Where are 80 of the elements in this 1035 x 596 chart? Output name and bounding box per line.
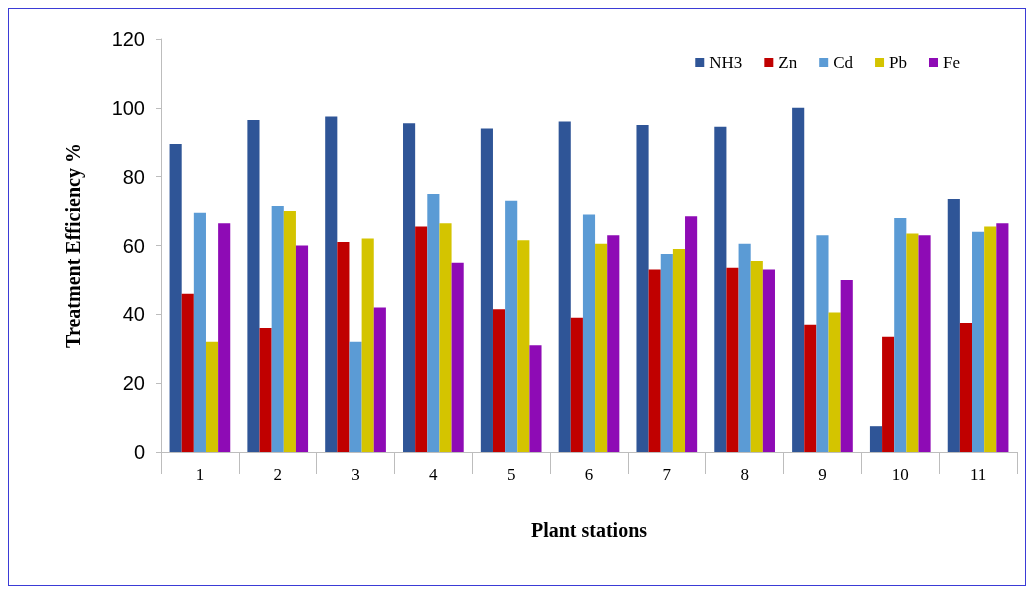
bar	[750, 260, 763, 452]
bar	[558, 121, 571, 452]
x-tick-label: 3	[351, 465, 360, 484]
y-tick-label: 120	[111, 28, 145, 50]
bar	[607, 235, 620, 452]
x-tick-label: 6	[584, 465, 594, 484]
y-tick-label: 20	[122, 372, 145, 395]
bar	[882, 336, 895, 452]
bar	[869, 426, 883, 452]
legend-label: Cd	[833, 53, 854, 72]
bar	[295, 245, 309, 452]
x-axis-title: Plant stations	[530, 519, 648, 541]
x-tick-label: 1	[195, 465, 205, 484]
bar	[660, 254, 673, 452]
bar	[373, 307, 386, 452]
bar	[792, 107, 805, 452]
bar	[529, 345, 542, 452]
bar	[984, 226, 997, 452]
bar	[169, 143, 182, 452]
y-tick-label: 0	[133, 441, 145, 463]
bar	[816, 235, 829, 452]
bar	[218, 223, 231, 452]
bar	[918, 235, 931, 452]
y-tick-label: 40	[122, 303, 145, 326]
bar	[996, 223, 1009, 452]
x-tick-label: 8	[740, 465, 749, 484]
y-tick-label: 100	[111, 96, 145, 119]
bar	[403, 123, 416, 452]
bar	[582, 214, 596, 452]
bar	[259, 328, 272, 452]
bar	[726, 267, 739, 452]
bar	[271, 205, 284, 452]
bar	[804, 324, 817, 452]
bar	[906, 233, 919, 452]
bar	[325, 116, 338, 452]
bar	[349, 341, 362, 452]
bar	[283, 211, 296, 452]
bar	[505, 200, 518, 452]
bar	[636, 125, 649, 452]
y-tick-label: 80	[122, 165, 145, 188]
x-tick-label: 9	[818, 465, 827, 484]
bar	[959, 322, 973, 452]
bar	[840, 279, 853, 452]
bar	[193, 212, 206, 452]
bar	[972, 231, 985, 452]
bar	[205, 341, 219, 452]
bar	[894, 217, 907, 452]
bar	[570, 317, 583, 452]
bar	[595, 243, 608, 452]
x-tick-label: 4	[429, 465, 439, 484]
legend-label: Fe	[943, 53, 960, 72]
x-tick-label: 2	[273, 465, 282, 484]
x-tick-label: 10	[891, 465, 909, 484]
bar	[517, 240, 530, 452]
bar	[337, 242, 350, 452]
bar	[828, 312, 841, 452]
bar	[492, 309, 506, 452]
bar	[247, 119, 260, 452]
bar	[762, 269, 775, 452]
bar	[451, 262, 464, 452]
legend-label: Zn	[778, 53, 798, 72]
bar	[427, 193, 440, 452]
legend-label: Pb	[889, 53, 908, 72]
bar	[439, 223, 452, 452]
bar	[947, 199, 960, 452]
x-tick-label: 11	[969, 465, 987, 484]
bar	[714, 126, 727, 452]
bar	[685, 216, 698, 452]
bar	[648, 269, 661, 452]
bar	[181, 293, 194, 452]
legend-label: NH3	[709, 53, 743, 72]
bar	[672, 248, 686, 452]
bar	[415, 226, 428, 452]
bar	[738, 243, 751, 452]
y-axis-title: Treatment Efficiency %	[62, 143, 85, 348]
bar	[361, 238, 374, 452]
x-tick-label: 5	[506, 465, 516, 484]
bar	[480, 128, 493, 452]
y-tick-label: 60	[122, 234, 145, 257]
x-tick-label: 7	[662, 465, 672, 484]
